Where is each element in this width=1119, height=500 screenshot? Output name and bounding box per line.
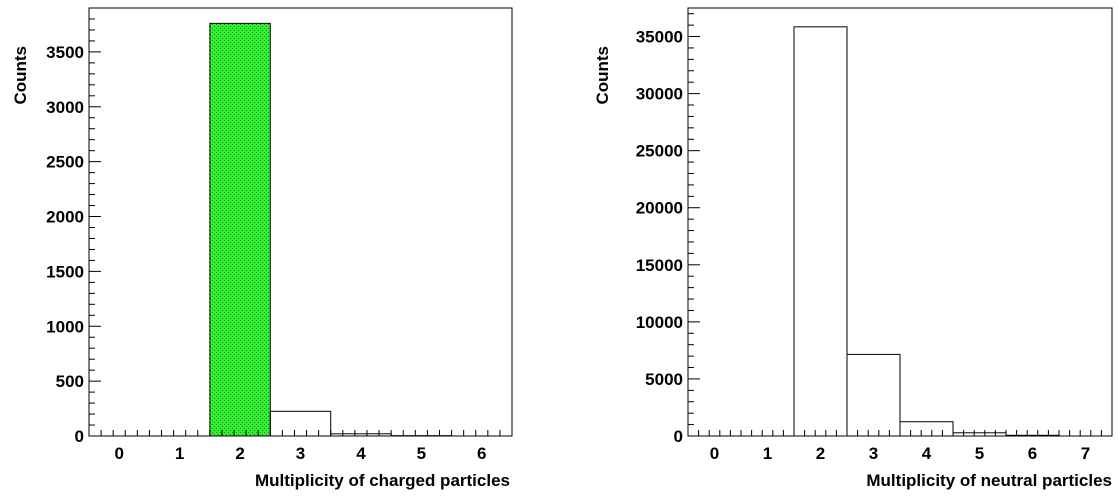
plot-area-border xyxy=(89,8,512,436)
y-axis-title: Counts xyxy=(11,46,30,105)
charged-multiplicity-chart: 0 1 2 3 4 5 6 0 500 1000 1500 2000 2500 3000 3500 Multi… xyxy=(0,0,560,495)
x-tick-label: 4 xyxy=(356,444,366,463)
x-axis-title: Multiplicity of charged particles xyxy=(255,471,510,490)
bar-3 xyxy=(847,354,900,436)
y-axis-title: Counts xyxy=(593,46,612,105)
bar-4 xyxy=(331,434,391,436)
bar-2 xyxy=(794,27,847,436)
y-tick-label: 3000 xyxy=(46,98,84,117)
y-tick-label: 2500 xyxy=(46,153,84,172)
x-tick-label: 0 xyxy=(114,444,123,463)
x-tick-label: 1 xyxy=(175,444,184,463)
y-tick-label: 500 xyxy=(56,372,84,391)
x-tick-label: 6 xyxy=(477,444,486,463)
bar-5 xyxy=(953,433,1006,436)
x-tick-label: 2 xyxy=(816,444,825,463)
y-tick-label: 3500 xyxy=(46,43,84,62)
y-tick-label: 10000 xyxy=(636,313,683,332)
x-tick-label: 6 xyxy=(1028,444,1037,463)
y-tick-label: 0 xyxy=(75,427,84,446)
y-tick-label: 0 xyxy=(674,427,683,446)
x-axis: 0 1 2 3 4 5 6 7 xyxy=(688,430,1112,463)
bar-3 xyxy=(270,411,330,436)
neutral-multiplicity-plot: 0 1 2 3 4 5 6 7 0 5000 10000 15000 20000 25000 30000 35… xyxy=(560,0,1119,495)
x-tick-label: 0 xyxy=(710,444,719,463)
x-tick-label: 4 xyxy=(922,444,932,463)
y-tick-label: 2000 xyxy=(46,208,84,227)
y-tick-label: 35000 xyxy=(636,28,683,47)
x-tick-label: 5 xyxy=(975,444,984,463)
bars xyxy=(210,23,452,436)
y-tick-label: 15000 xyxy=(636,256,683,275)
y-tick-label: 5000 xyxy=(645,370,683,389)
plot-frame xyxy=(89,8,512,436)
x-tick-label: 3 xyxy=(869,444,878,463)
bar-2 xyxy=(210,23,270,436)
x-tick-label: 3 xyxy=(296,444,305,463)
bar-6 xyxy=(1006,435,1059,436)
x-tick-label: 5 xyxy=(417,444,426,463)
x-axis-title: Multiplicity of neutral particles xyxy=(866,471,1112,490)
bars xyxy=(794,27,1059,436)
y-tick-label: 1500 xyxy=(46,262,84,281)
x-tick-label: 7 xyxy=(1081,444,1090,463)
y-tick-label: 20000 xyxy=(636,199,683,218)
charged-multiplicity-plot: 0 1 2 3 4 5 6 0 500 1000 1500 2000 2500 3000 3500 Multi… xyxy=(0,0,560,495)
y-tick-label: 1000 xyxy=(46,317,84,336)
x-tick-label: 1 xyxy=(763,444,772,463)
x-axis: 0 1 2 3 4 5 6 xyxy=(89,430,512,463)
neutral-multiplicity-chart: 0 1 2 3 4 5 6 7 0 5000 10000 15000 20000 25000 30000 35… xyxy=(560,0,1119,495)
bar-4 xyxy=(900,422,953,436)
x-tick-label: 2 xyxy=(235,444,244,463)
y-tick-label: 25000 xyxy=(636,142,683,161)
y-tick-label: 30000 xyxy=(636,85,683,104)
y-axis: 0 5000 10000 15000 20000 25000 30000 35000 xyxy=(636,14,700,446)
y-axis: 0 500 1000 1500 2000 2500 3000 3500 xyxy=(46,8,101,446)
